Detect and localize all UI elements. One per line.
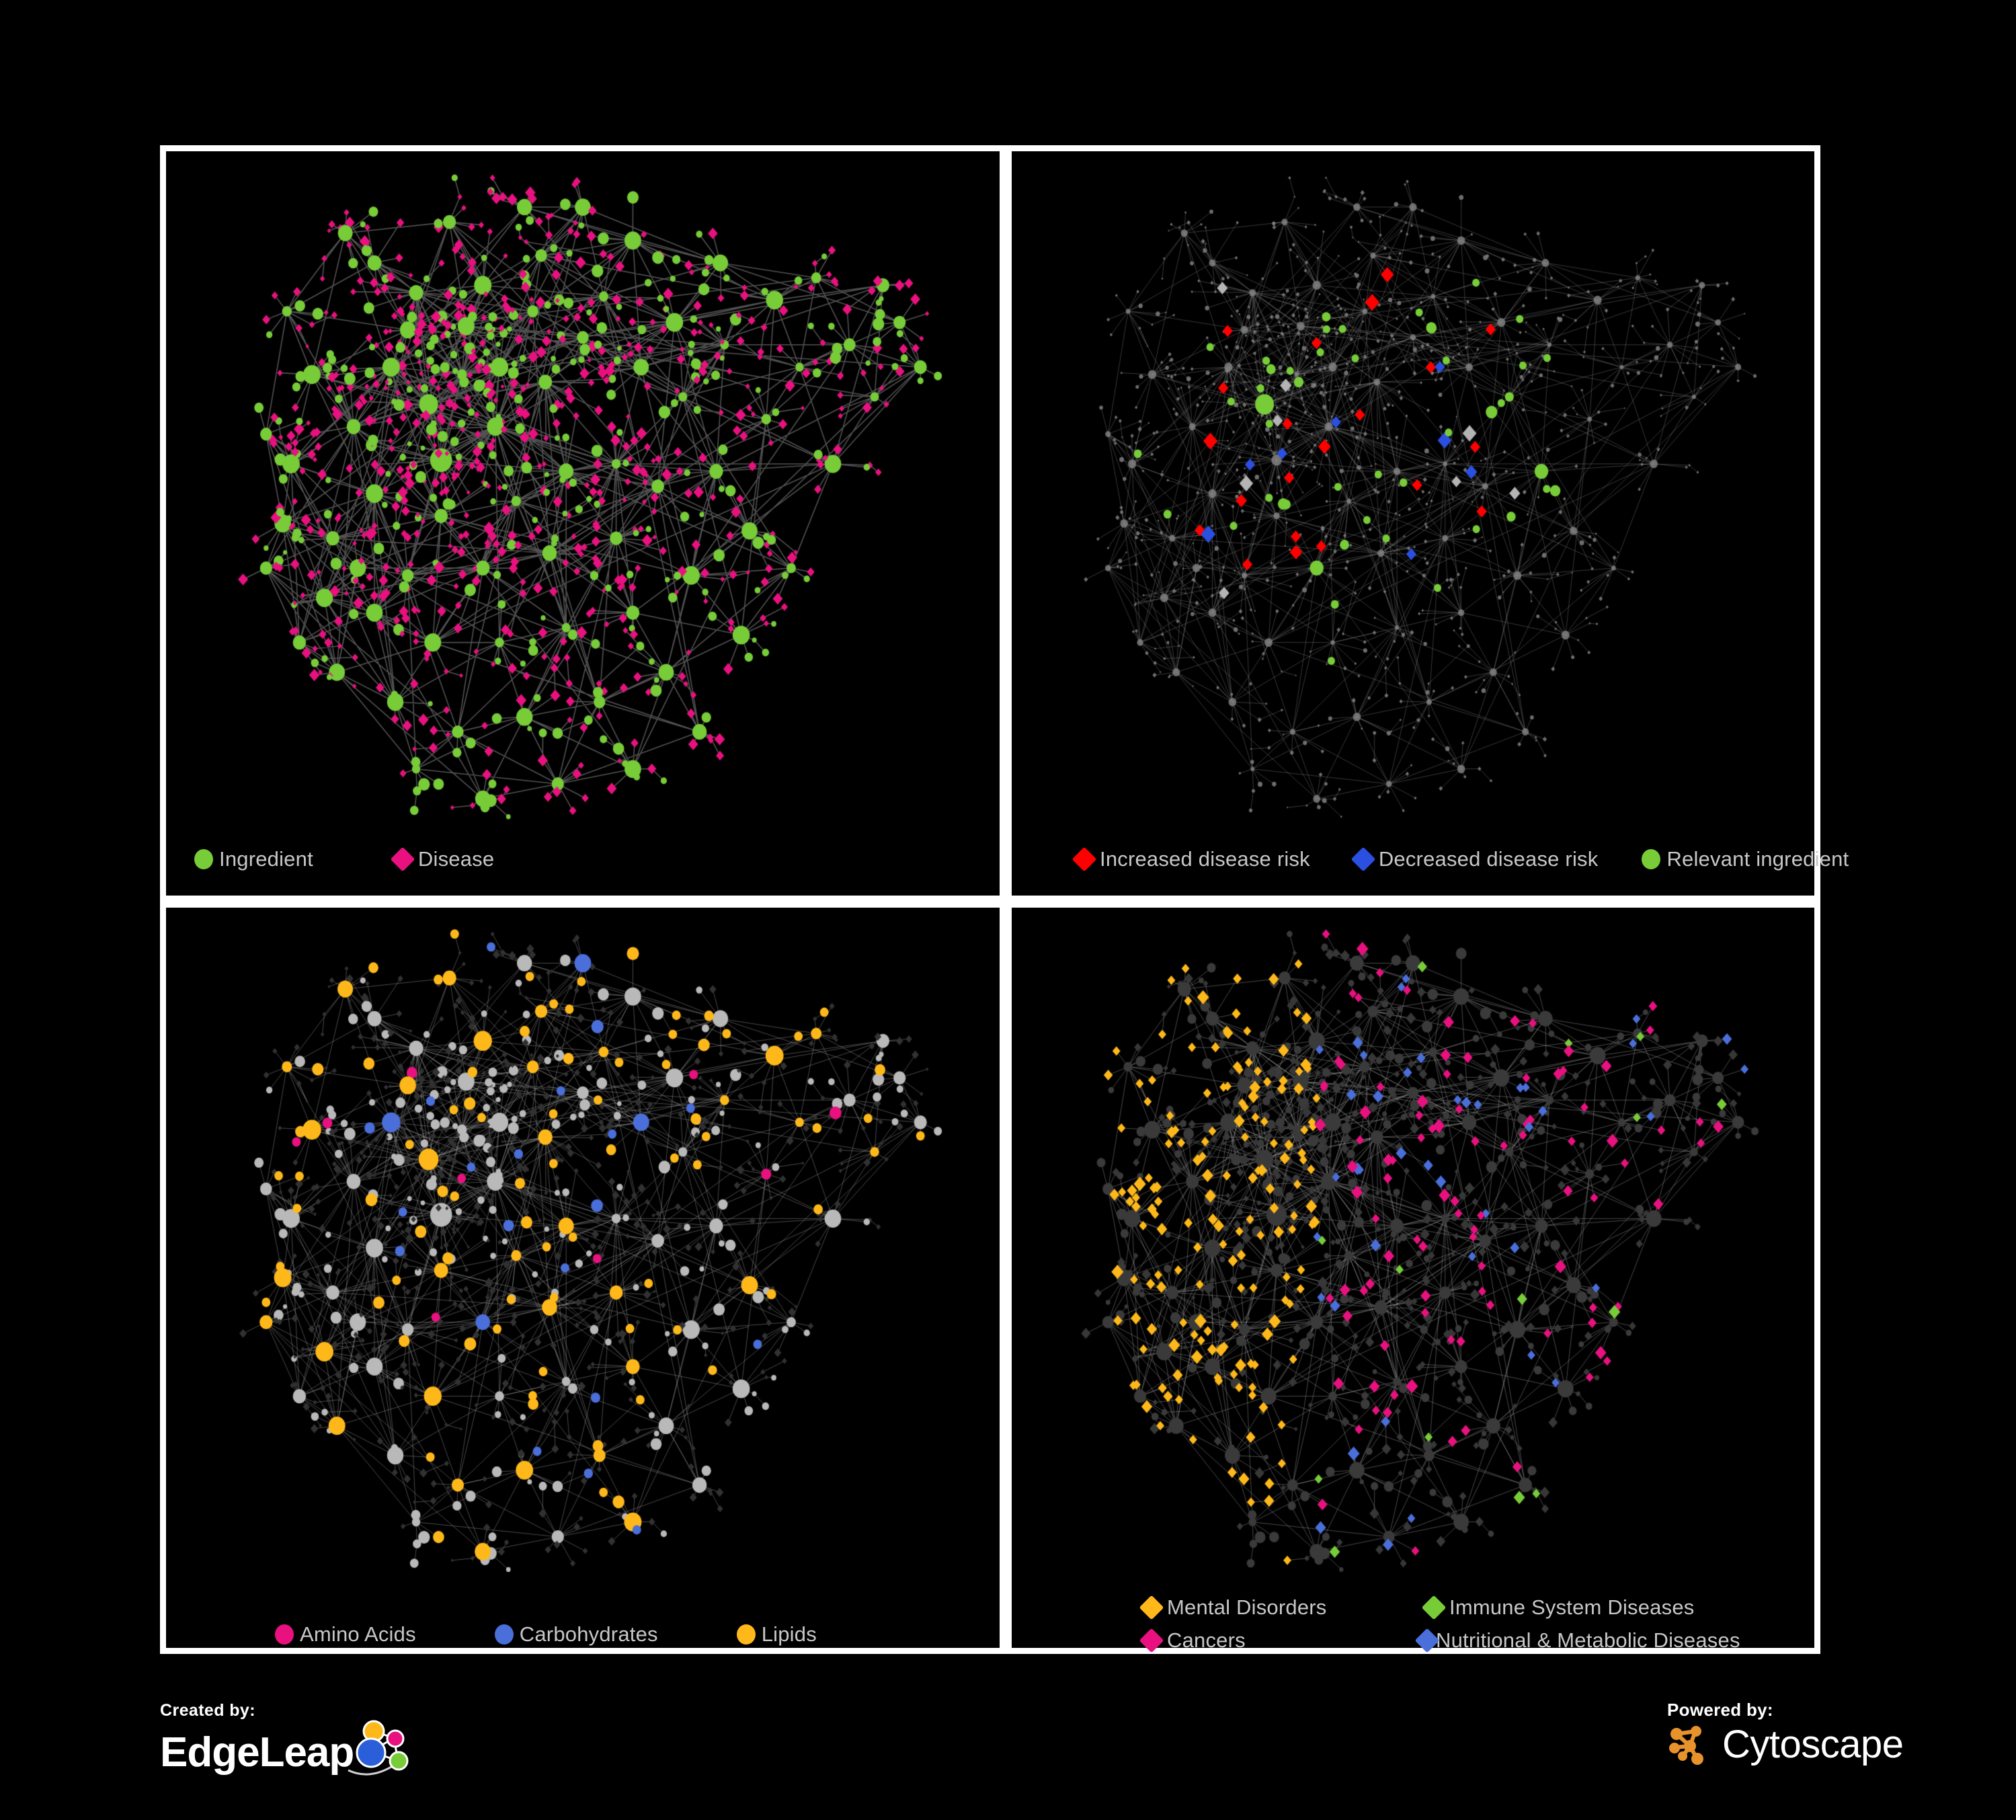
- network-canvas-b[interactable]: [1012, 151, 1814, 896]
- legend-label: Relevant ingredient: [1666, 847, 1849, 871]
- legend-label: Nutritional & Metabolic Diseases: [1436, 1628, 1740, 1652]
- legend-label: Mental Disorders: [1167, 1595, 1327, 1619]
- green-diamond-icon: [1418, 1595, 1449, 1620]
- network-canvas-a[interactable]: [166, 151, 1000, 896]
- powered-by-label: Powered by:: [1667, 1700, 1773, 1720]
- legend-item-immune-system-diseases: Immune System Diseases: [1418, 1595, 1701, 1620]
- pink-diamond-icon: [387, 846, 418, 871]
- panel-disease-category-network[interactable]: [1012, 908, 1814, 1648]
- legend-item-mental-disorders: Mental Disorders: [1136, 1595, 1418, 1620]
- network-canvas-d[interactable]: [1012, 908, 1814, 1648]
- legend-item-metabolic-diseases: Nutritional & Metabolic Diseases: [1414, 1628, 1740, 1653]
- legend-label: Amino Acids: [300, 1622, 416, 1646]
- pink-diamond-icon: [1136, 1628, 1167, 1653]
- legend-panel-a: Ingredient Disease: [188, 846, 568, 871]
- green-circle-icon: [1636, 848, 1666, 869]
- legend-item-lipids: Lipids: [731, 1624, 817, 1645]
- legend-item-carbohydrates: Carbohydrates: [489, 1624, 658, 1645]
- red-diamond-icon: [1069, 846, 1100, 871]
- green-circle-icon: [188, 848, 219, 869]
- panel-disease-risk-network[interactable]: [1012, 151, 1814, 896]
- legend-panel-c: Amino Acids Carbohydrates Lipids: [269, 1624, 889, 1645]
- legend-panel-b: Increased disease risk Decreased disease…: [1069, 846, 1886, 871]
- created-by-logo[interactable]: Created by: EdgeLeap: [160, 1701, 442, 1802]
- pink-circle-icon: [269, 1624, 300, 1645]
- cytoscape-wordmark: Cytoscape: [1722, 1723, 1904, 1766]
- legend-item-disease: Disease: [387, 846, 495, 871]
- panel-ingredient-disease-network[interactable]: [166, 151, 1000, 896]
- legend-label: Disease: [417, 847, 495, 871]
- legend-label: Cancers: [1167, 1628, 1246, 1652]
- legend-item-decreased-risk: Decreased disease risk: [1348, 846, 1599, 871]
- figure-frame: [160, 145, 1820, 1654]
- panel-divider-horizontal: [166, 896, 1814, 908]
- edgeleap-wordmark: EdgeLeap: [160, 1729, 354, 1776]
- blue-circle-icon: [489, 1624, 520, 1645]
- legend-label: Immune System Diseases: [1449, 1595, 1695, 1619]
- panel-ingredient-class-network[interactable]: [166, 908, 1000, 1648]
- legend-item-increased-risk: Increased disease risk: [1069, 846, 1310, 871]
- powered-by-logo[interactable]: Powered by: Cytoscape: [1667, 1700, 1949, 1794]
- orange-circle-icon: [731, 1624, 762, 1645]
- legend-item-amino-acids: Amino Acids: [269, 1624, 416, 1645]
- orange-diamond-icon: [1136, 1595, 1167, 1620]
- created-by-label: Created by:: [160, 1701, 255, 1720]
- network-canvas-c[interactable]: [166, 908, 1000, 1648]
- blue-diamond-icon: [1348, 846, 1379, 871]
- legend-row-1: Mental Disorders Immune System Diseases: [1136, 1595, 1701, 1620]
- legend-panel-d: Mental Disorders Immune System Diseases …: [1136, 1595, 1740, 1663]
- legend-item-relevant-ingredient: Relevant ingredient: [1636, 848, 1849, 869]
- legend-label: Increased disease risk: [1100, 847, 1310, 871]
- legend-label: Decreased disease risk: [1378, 847, 1599, 871]
- legend-item-ingredient: Ingredient: [188, 848, 313, 869]
- legend-label: Carbohydrates: [519, 1622, 658, 1646]
- legend-label: Lipids: [761, 1622, 817, 1646]
- legend-label: Ingredient: [219, 847, 313, 871]
- cytoscape-network-icon: [1669, 1726, 1703, 1765]
- legend-item-cancers: Cancers: [1136, 1628, 1418, 1653]
- blue-diamond-icon: [1414, 1628, 1440, 1653]
- legend-row-2: Cancers Nutritional & Metabolic Diseases: [1136, 1628, 1740, 1653]
- edgeleap-network-icon: [348, 1720, 409, 1776]
